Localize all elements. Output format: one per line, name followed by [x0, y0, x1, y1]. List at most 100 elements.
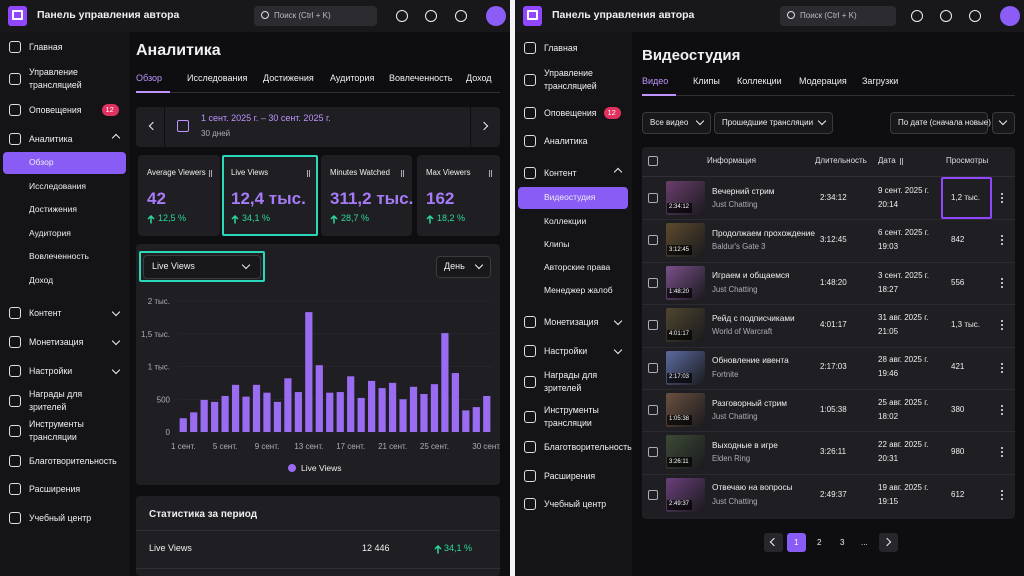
- nav-item[interactable]: Оповещения: [544, 107, 597, 118]
- nav-subitem[interactable]: Обзор: [29, 157, 54, 168]
- checkbox[interactable]: [648, 362, 658, 373]
- video-title[interactable]: Продолжаем прохождение: [712, 228, 815, 238]
- tab[interactable]: Доход: [466, 73, 492, 84]
- checkbox[interactable]: [648, 405, 658, 415]
- search-box[interactable]: [780, 6, 896, 26]
- tab[interactable]: Достижения: [263, 73, 314, 84]
- nav-item[interactable]: Награды для зрителей: [29, 389, 83, 412]
- nav-item[interactable]: Учебный центр: [29, 512, 92, 523]
- page-prev[interactable]: [764, 533, 783, 552]
- header-icon[interactable]: [396, 10, 408, 22]
- avatar[interactable]: [1000, 6, 1020, 26]
- nav-item[interactable]: Монетизация: [29, 336, 84, 347]
- video-title[interactable]: Рейд с подписчиками: [712, 312, 795, 323]
- stat-card[interactable]: [417, 155, 500, 236]
- video-title[interactable]: Обновление ивента: [712, 355, 789, 366]
- nav-subitem[interactable]: Видеостудия: [544, 192, 596, 203]
- nav-item[interactable]: Расширения: [29, 483, 81, 494]
- nav-item[interactable]: Расширения: [544, 470, 596, 481]
- checkbox[interactable]: [648, 489, 658, 500]
- nav-item[interactable]: Аналитика: [544, 135, 588, 146]
- nav-item[interactable]: Аналитика: [29, 133, 73, 144]
- header-icon[interactable]: [425, 10, 437, 22]
- video-date: 19 авг. 2025 г.: [878, 482, 929, 492]
- chart-panel: [136, 244, 500, 485]
- nav-item[interactable]: Награды для зрителей: [544, 370, 598, 393]
- badge: [102, 104, 119, 116]
- nav-item[interactable]: Главная: [29, 41, 63, 52]
- tab[interactable]: Клипы: [693, 76, 720, 87]
- nav-item[interactable]: Инструменты трансляции: [29, 419, 84, 442]
- avatar[interactable]: [486, 6, 506, 26]
- checkbox[interactable]: [648, 156, 658, 166]
- kebab-dot: [1001, 285, 1003, 288]
- page-number: 1: [794, 537, 799, 547]
- nav-subitem[interactable]: Коллекции: [544, 216, 587, 227]
- nav-item[interactable]: Оповещения: [29, 104, 82, 115]
- nav-subitem[interactable]: Клипы: [544, 239, 570, 250]
- tab[interactable]: Обзор: [136, 73, 162, 84]
- nav-subitem[interactable]: Авторские права: [544, 262, 611, 273]
- header-icon[interactable]: [940, 10, 952, 22]
- page-next[interactable]: [879, 533, 898, 552]
- header-icon[interactable]: [969, 10, 981, 22]
- sidebar: [0, 32, 130, 576]
- video-title[interactable]: Играем и общаемся: [712, 270, 790, 281]
- tab[interactable]: Коллекции: [737, 76, 782, 87]
- metric-select[interactable]: [143, 255, 261, 279]
- nav-subitem[interactable]: Менеджер жалоб: [544, 285, 613, 296]
- checkbox[interactable]: [648, 447, 658, 458]
- checkbox[interactable]: [648, 320, 658, 331]
- nav-subitem[interactable]: Доход: [29, 275, 54, 286]
- header-title: Панель управления автора: [37, 9, 180, 22]
- date-next[interactable]: [470, 107, 500, 147]
- bar: [326, 392, 334, 432]
- nav-item[interactable]: Инструменты трансляции: [544, 405, 599, 428]
- header-icon[interactable]: [455, 10, 467, 22]
- stat-card[interactable]: [321, 155, 412, 236]
- header-icon[interactable]: [911, 10, 923, 22]
- page-button[interactable]: [787, 533, 806, 552]
- nav-item[interactable]: Главная: [544, 42, 578, 53]
- checkbox[interactable]: [648, 235, 658, 246]
- tab[interactable]: Видео: [642, 76, 669, 87]
- nav-subitem[interactable]: Аудитория: [29, 228, 71, 239]
- tab[interactable]: Модерация: [799, 76, 847, 87]
- nav-subitem[interactable]: Вовлеченность: [29, 251, 89, 262]
- video-time: 20:14: [878, 199, 899, 209]
- nav-item[interactable]: Управление трансляцией: [29, 67, 82, 90]
- tab[interactable]: Исследования: [187, 73, 248, 84]
- nav-item[interactable]: Контент: [544, 167, 577, 178]
- video-title[interactable]: Выходные в игре: [712, 440, 778, 450]
- row-divider: [642, 346, 1015, 348]
- nav-item[interactable]: Контент: [29, 307, 62, 318]
- checkbox[interactable]: [648, 277, 658, 288]
- filter-select[interactable]: [714, 112, 833, 134]
- tab[interactable]: Загрузки: [862, 76, 899, 87]
- stat-card[interactable]: [222, 155, 318, 236]
- nav-item[interactable]: Настройки: [29, 365, 73, 376]
- metric-select-text: Live Views: [152, 261, 195, 272]
- nav-item[interactable]: Настройки: [544, 345, 588, 356]
- nav-item[interactable]: Благотворительность: [29, 455, 117, 466]
- date-prev[interactable]: [136, 107, 165, 147]
- nav-item[interactable]: Управление трансляцией: [544, 68, 597, 91]
- nav-item[interactable]: Учебный центр: [544, 498, 607, 509]
- video-title[interactable]: Отвечаю на вопросы: [712, 482, 793, 493]
- video-title[interactable]: Вечерний стрим: [712, 185, 775, 196]
- filter-select[interactable]: [992, 112, 1015, 134]
- page-title: Аналитика: [136, 41, 221, 59]
- nav-subitem[interactable]: Достижения: [29, 204, 77, 215]
- period-select[interactable]: [436, 256, 491, 278]
- checkbox[interactable]: [648, 193, 658, 203]
- nav-subitem[interactable]: Исследования: [29, 181, 86, 192]
- tab[interactable]: Вовлеченность: [389, 73, 453, 84]
- video-duration: 2:49:37: [820, 489, 847, 499]
- filter-select[interactable]: [890, 112, 988, 134]
- nav-item[interactable]: Монетизация: [544, 316, 599, 327]
- search-box[interactable]: [254, 6, 377, 26]
- nav-item[interactable]: Благотворительность: [544, 441, 632, 452]
- tab[interactable]: Аудитория: [330, 73, 375, 84]
- filter-select[interactable]: [642, 112, 711, 134]
- video-title[interactable]: Разговорный стрим: [712, 397, 787, 408]
